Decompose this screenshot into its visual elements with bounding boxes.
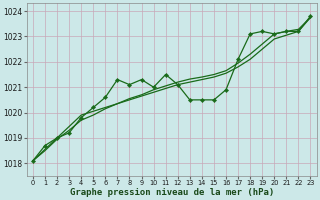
X-axis label: Graphe pression niveau de la mer (hPa): Graphe pression niveau de la mer (hPa)	[69, 188, 274, 197]
